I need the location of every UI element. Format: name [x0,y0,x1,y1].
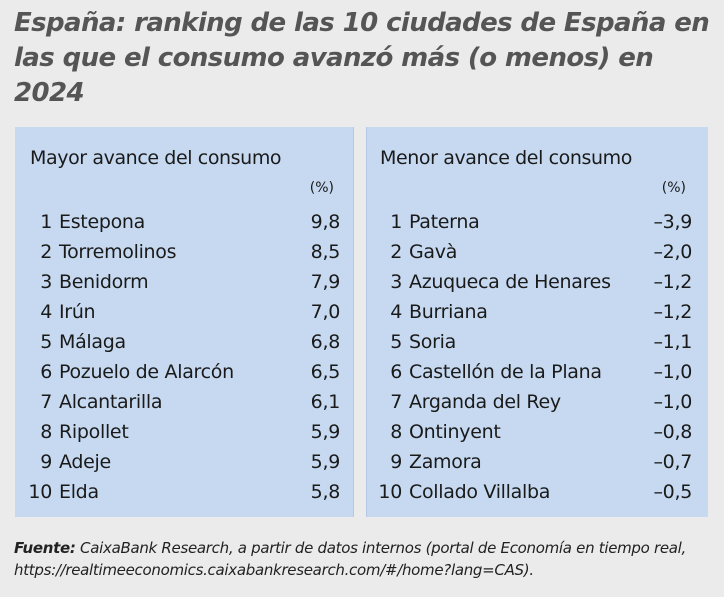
rank-number: 1 [40,211,52,233]
city-name: Gavà [409,241,458,263]
consumption-value: 5,9 [310,451,341,473]
rank-number: 8 [390,421,402,443]
city-name: Benidorm [59,271,149,293]
table-row: 8 Ontinyent –0,8 [367,417,708,447]
city-name: Irún [59,301,96,323]
rank-number: 9 [40,451,52,473]
city-name: Pozuelo de Alarcón [59,361,234,383]
rank-number: 4 [390,301,402,323]
city-name: Málaga [59,331,126,353]
city-name: Torremolinos [59,241,177,263]
table-row: 10 Elda 5,8 [15,477,353,507]
page-title: España: ranking de las 10 ciudades de Es… [14,8,710,108]
table-row: 6 Pozuelo de Alarcón 6,5 [15,357,353,387]
ranking-list: 1 Paterna –3,9 2 Gavà –2,0 3 Azuqueca de Henare… [367,207,708,507]
consumption-value: 6,1 [310,391,341,413]
city-name: Adeje [59,451,111,473]
table-row: 5 Málaga 6,8 [15,327,353,357]
table-row: 4 Burriana –1,2 [367,297,708,327]
consumption-value: 6,8 [310,331,341,353]
city-name: Soria [409,331,456,353]
rank-number: 4 [40,301,52,323]
consumption-value: 5,9 [310,421,341,443]
table-row: 2 Gavà –2,0 [367,237,708,267]
table-row: 2 Torremolinos 8,5 [15,237,353,267]
city-name: Ontinyent [409,421,501,443]
rank-number: 6 [390,361,402,383]
city-name: Arganda del Rey [409,391,561,413]
rank-number: 7 [40,391,52,413]
rank-number: 7 [390,391,402,413]
rank-number: 2 [390,241,402,263]
panel-heading: Menor avance del consumo [380,147,633,169]
consumption-value: –1,2 [653,301,692,323]
table-row: 7 Alcantarilla 6,1 [15,387,353,417]
city-name: Collado Villalba [409,481,551,503]
city-name: Ripollet [59,421,129,443]
table-row: 3 Benidorm 7,9 [15,267,353,297]
rank-number: 8 [40,421,52,443]
table-row: 7 Arganda del Rey –1,0 [367,387,708,417]
consumption-value: 8,5 [310,241,341,263]
table-row: 3 Azuqueca de Henares –1,2 [367,267,708,297]
rank-number: 10 [378,481,402,503]
table-row: 10 Collado Villalba –0,5 [367,477,708,507]
city-name: Estepona [59,211,146,233]
rank-number: 6 [40,361,52,383]
rank-number: 10 [28,481,52,503]
consumption-value: –1,1 [653,331,692,353]
consumption-value: 9,8 [310,211,341,233]
city-name: Alcantarilla [59,391,163,413]
source-note: Fuente: CaixaBank Research, a partir de … [14,537,714,581]
city-name: Azuqueca de Henares [409,271,611,293]
consumption-value: –0,7 [653,451,692,473]
rank-number: 3 [390,271,402,293]
table-row: 4 Irún 7,0 [15,297,353,327]
table-row: 1 Paterna –3,9 [367,207,708,237]
panel-heading: Mayor avance del consumo [30,147,282,169]
table-row: 6 Castellón de la Plana –1,0 [367,357,708,387]
rank-number: 1 [390,211,402,233]
consumption-value: –3,9 [653,211,692,233]
consumption-value: –0,5 [653,481,692,503]
table-row: 9 Zamora –0,7 [367,447,708,477]
table-row: 9 Adeje 5,9 [15,447,353,477]
source-text: CaixaBank Research, a partir de datos in… [14,539,687,579]
consumption-value: 6,5 [310,361,341,383]
top-increase-panel: Mayor avance del consumo (%) 1 Estepona 9,… [15,127,354,517]
source-label: Fuente: [14,539,76,557]
unit-label: (%) [309,180,334,196]
lowest-increase-panel: Menor avance del consumo (%) 1 Paterna –3,… [366,127,708,517]
consumption-value: –0,8 [653,421,692,443]
table-row: 5 Soria –1,1 [367,327,708,357]
consumption-value: 7,0 [310,301,341,323]
consumption-value: 7,9 [310,271,341,293]
consumption-value: –1,0 [653,391,692,413]
city-name: Castellón de la Plana [409,361,602,383]
consumption-value: 5,8 [310,481,341,503]
city-name: Elda [59,481,99,503]
rank-number: 3 [40,271,52,293]
consumption-value: –2,0 [653,241,692,263]
table-row: 8 Ripollet 5,9 [15,417,353,447]
rank-number: 5 [390,331,402,353]
rank-number: 5 [40,331,52,353]
city-name: Zamora [409,451,482,473]
rank-number: 2 [40,241,52,263]
city-name: Burriana [409,301,488,323]
rank-number: 9 [390,451,402,473]
consumption-value: –1,2 [653,271,692,293]
city-name: Paterna [409,211,480,233]
consumption-value: –1,0 [653,361,692,383]
table-row: 1 Estepona 9,8 [15,207,353,237]
unit-label: (%) [661,180,686,196]
ranking-list: 1 Estepona 9,8 2 Torremolinos 8,5 3 Benidorm 7,9… [15,207,353,507]
